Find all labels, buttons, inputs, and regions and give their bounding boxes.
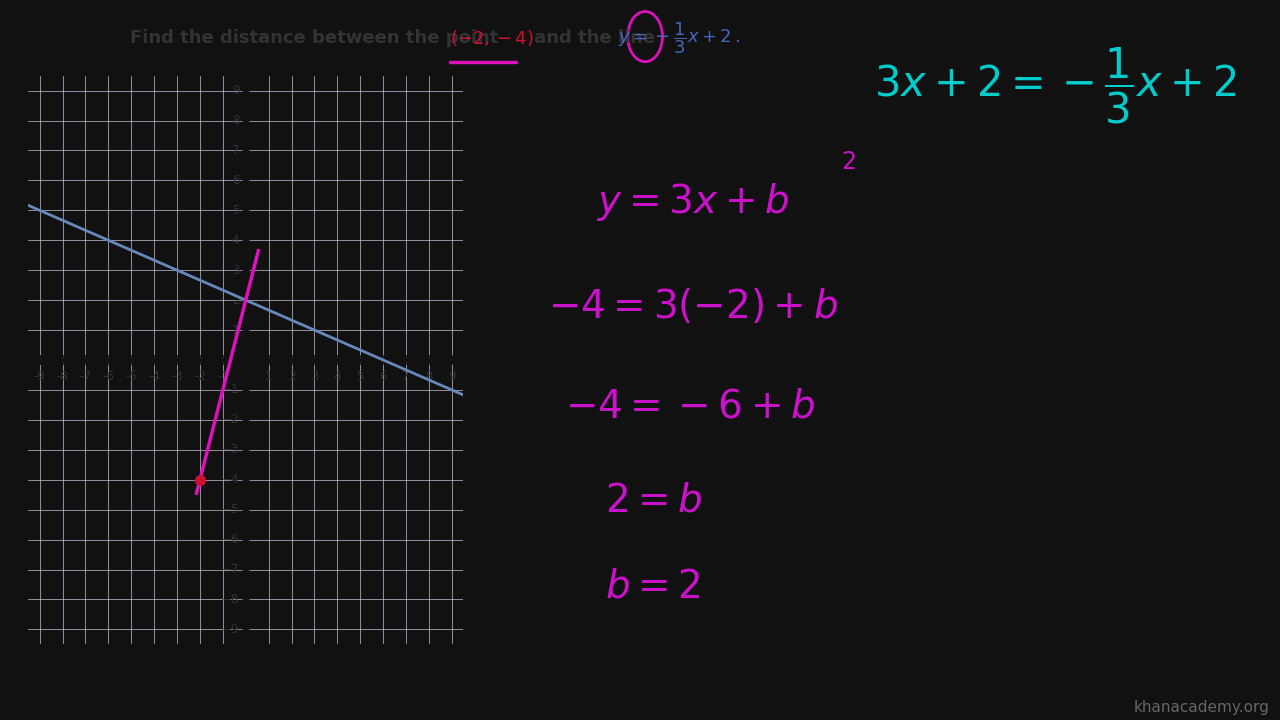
Text: Find the distance between the point: Find the distance between the point: [131, 29, 504, 47]
Text: 5: 5: [232, 204, 239, 217]
Text: -3: -3: [172, 369, 183, 382]
Text: -2: -2: [195, 369, 206, 382]
Text: −6: −6: [221, 533, 239, 546]
Text: 1: 1: [232, 323, 239, 336]
Text: $-4 = -6 + b$: $-4 = -6 + b$: [564, 388, 815, 426]
Text: -1: -1: [216, 369, 229, 382]
Text: −1: −1: [221, 384, 239, 397]
Text: 9: 9: [448, 369, 456, 382]
Text: $b = 2$: $b = 2$: [605, 568, 700, 606]
Text: -9: -9: [33, 369, 46, 382]
Text: 7: 7: [232, 144, 239, 157]
Text: $y = 3x + b$: $y = 3x + b$: [598, 181, 790, 222]
Text: 3: 3: [311, 369, 319, 382]
Text: −8: −8: [223, 593, 239, 606]
Text: 6: 6: [379, 369, 387, 382]
Text: $2$: $2$: [841, 150, 856, 174]
Text: -7: -7: [79, 369, 91, 382]
Text: 8: 8: [425, 369, 433, 382]
Text: −4: −4: [221, 473, 239, 486]
Text: $y = -\dfrac{1}{3}x + 2\,.$: $y = -\dfrac{1}{3}x + 2\,.$: [618, 20, 740, 55]
Text: −7: −7: [221, 563, 239, 576]
Text: 8: 8: [232, 114, 239, 127]
Text: 4: 4: [334, 369, 342, 382]
Text: $2 = b$: $2 = b$: [605, 482, 703, 519]
Text: $(-2,-4)$: $(-2,-4)$: [449, 28, 534, 48]
Text: 9: 9: [232, 84, 239, 97]
Text: -4: -4: [148, 369, 160, 382]
Text: −3: −3: [223, 444, 239, 456]
Text: 2: 2: [232, 294, 239, 307]
Text: −9: −9: [221, 623, 239, 636]
Text: −5: −5: [223, 503, 239, 516]
Text: 2: 2: [288, 369, 296, 382]
Text: 7: 7: [402, 369, 410, 382]
Text: $-4 = 3(-2) + b$: $-4 = 3(-2) + b$: [549, 287, 838, 325]
Text: khanacademy.org: khanacademy.org: [1134, 700, 1270, 714]
Text: -8: -8: [56, 369, 68, 382]
Text: 1: 1: [265, 369, 273, 382]
Text: 4: 4: [232, 234, 239, 247]
Text: −2: −2: [221, 413, 239, 426]
Text: 5: 5: [357, 369, 364, 382]
Text: 6: 6: [232, 174, 239, 187]
Text: $3x+2 = -\dfrac{1}{3}x + 2$: $3x+2 = -\dfrac{1}{3}x + 2$: [873, 46, 1236, 127]
Text: -6: -6: [102, 369, 114, 382]
Text: -5: -5: [125, 369, 137, 382]
Text: 3: 3: [232, 264, 239, 276]
Text: and the line: and the line: [527, 29, 668, 47]
